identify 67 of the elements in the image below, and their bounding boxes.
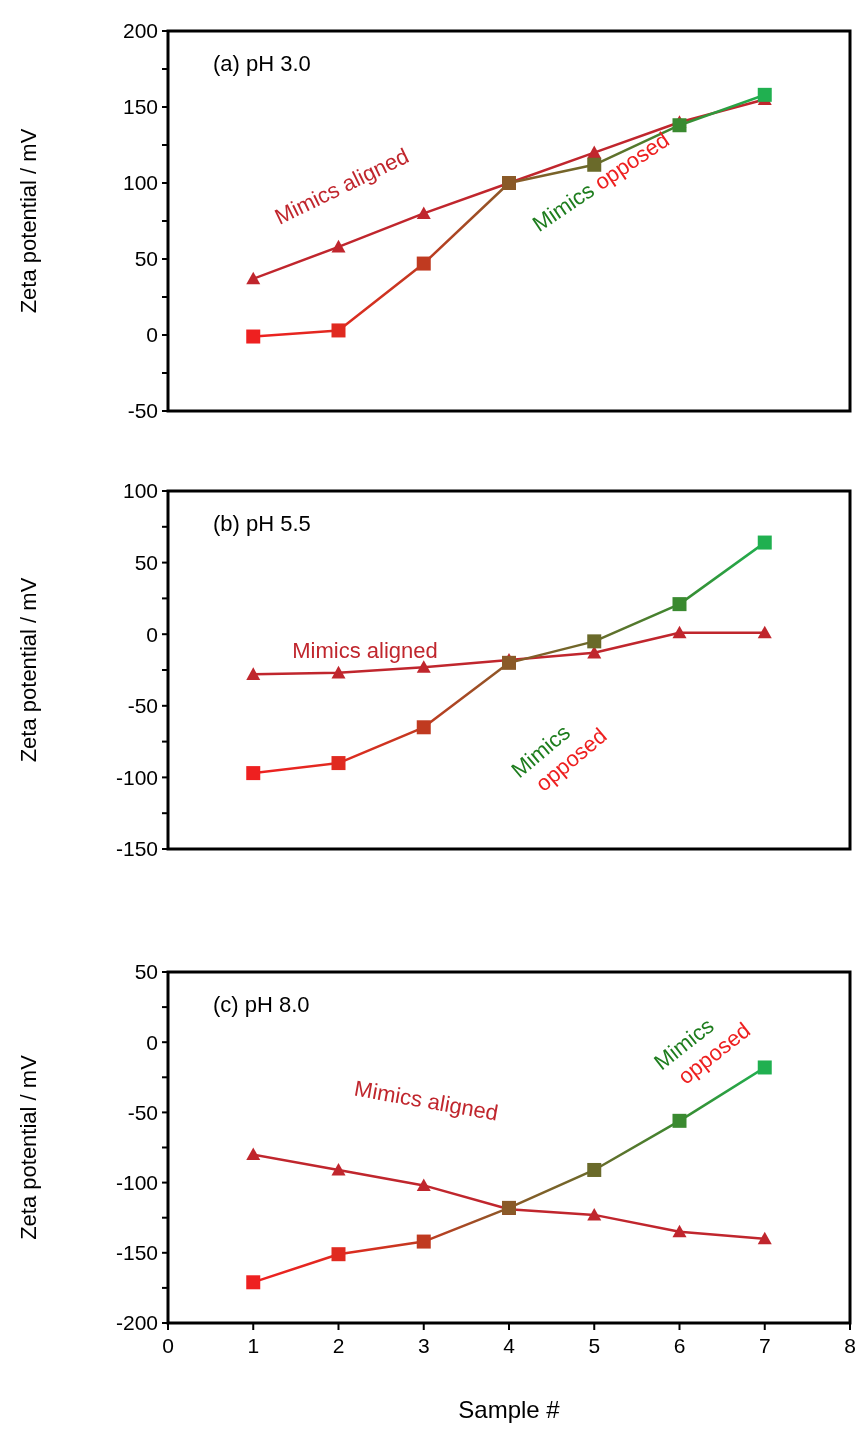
point <box>416 256 431 271</box>
x-tick-label: 5 <box>588 1334 601 1357</box>
y-tick-label: -150 <box>115 837 158 861</box>
point <box>246 1147 261 1161</box>
point <box>331 1247 346 1262</box>
point <box>416 206 431 219</box>
y-tick-label: 0 <box>146 323 158 347</box>
x-axis-title: Sample # <box>458 1396 561 1423</box>
y-tick-label: -100 <box>115 1170 158 1194</box>
y-tick-label: 100 <box>122 171 158 195</box>
point <box>587 634 602 649</box>
y-tick-label: 0 <box>146 1030 158 1054</box>
text: (b) pH 5.5 <box>213 511 311 536</box>
x-tick-label: 3 <box>417 1334 430 1357</box>
point <box>672 625 687 639</box>
point <box>331 323 346 338</box>
point <box>587 1162 602 1177</box>
point <box>246 766 261 781</box>
point <box>757 87 772 102</box>
y-tick-label: 200 <box>122 19 158 43</box>
y-tick-label: -200 <box>115 1311 158 1335</box>
y-tick-label: -50 <box>127 399 158 423</box>
point <box>672 1224 687 1238</box>
point <box>757 1060 772 1075</box>
point <box>246 1275 261 1290</box>
y-axis-title: Zeta potential / mV <box>16 577 41 763</box>
point <box>331 756 346 771</box>
y-tick-label: 50 <box>134 550 158 574</box>
point <box>672 597 687 612</box>
x-tick-label: 2 <box>332 1334 345 1357</box>
y-tick-label: 150 <box>122 95 158 119</box>
x-tick-label: 1 <box>247 1334 260 1357</box>
point <box>416 1234 431 1249</box>
point <box>246 329 261 344</box>
point <box>757 625 772 639</box>
point <box>502 655 516 670</box>
point <box>672 118 687 133</box>
x-tick-label: 8 <box>844 1334 856 1357</box>
point <box>331 1162 346 1176</box>
point <box>672 1113 687 1128</box>
y-tick-label: -150 <box>115 1241 158 1265</box>
y-tick-label: -50 <box>127 1100 158 1124</box>
y-axis-title: Zeta potential / mV <box>16 1054 41 1240</box>
y-tick-label: 50 <box>134 247 158 271</box>
y-tick-label: 50 <box>134 960 158 984</box>
text: (c) pH 8.0 <box>213 992 310 1017</box>
point <box>246 667 261 680</box>
x-tick-label: 6 <box>673 1334 686 1357</box>
point <box>587 1207 602 1221</box>
y-tick-label: -100 <box>115 765 158 789</box>
x-tick-label: 4 <box>503 1334 516 1357</box>
point <box>331 665 346 679</box>
y-tick-label: -50 <box>127 694 158 718</box>
point <box>246 271 261 285</box>
y-axis-title: Zeta potential / mV <box>16 128 41 314</box>
text: (a) pH 3.0 <box>213 51 311 76</box>
point <box>757 1231 772 1245</box>
series-label: Mimics aligned <box>292 638 438 663</box>
point <box>416 720 431 735</box>
point <box>416 1178 431 1192</box>
text: Mimics aligned <box>352 1075 501 1126</box>
x-tick-label: 7 <box>758 1334 771 1357</box>
point <box>331 239 346 253</box>
y-tick-label: 0 <box>146 622 158 646</box>
x-tick-label: 0 <box>162 1334 174 1357</box>
point <box>757 535 772 550</box>
y-tick-label: 100 <box>122 479 158 503</box>
